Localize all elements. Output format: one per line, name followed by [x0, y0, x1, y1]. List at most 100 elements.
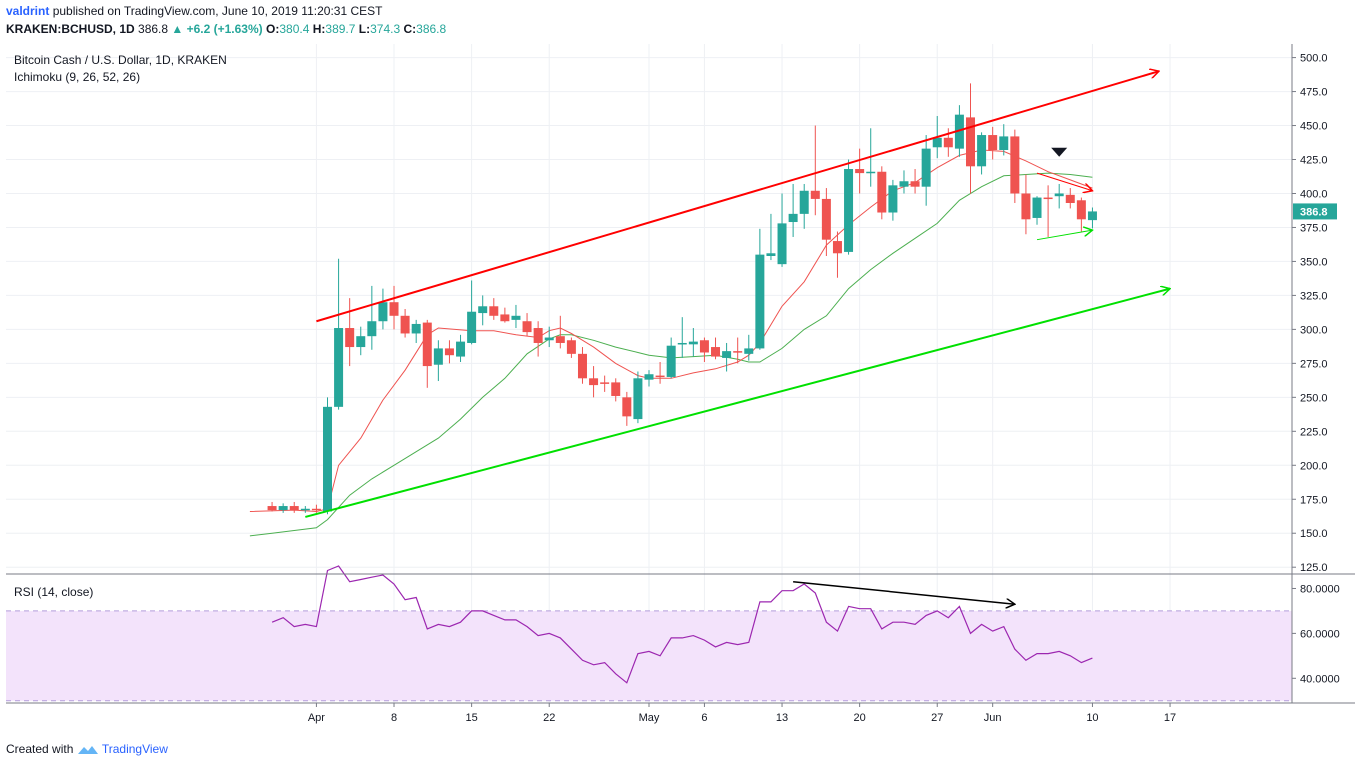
published-text: published on TradingView.com, June 10, 2…	[52, 4, 383, 18]
price-tick-label: 175.0	[1300, 494, 1328, 506]
candle-body	[566, 340, 576, 354]
author-link[interactable]: valdrint	[6, 4, 50, 18]
rsi-tick-label: 40.0000	[1300, 673, 1340, 685]
candle	[999, 124, 1009, 156]
candle-body	[899, 181, 909, 187]
candle-body	[367, 321, 377, 337]
candle-body	[855, 169, 865, 174]
candle-body	[533, 328, 543, 343]
price-tick-label: 275.0	[1300, 358, 1328, 370]
candle	[489, 298, 499, 320]
candle-body	[821, 198, 831, 240]
rsi-pane	[6, 565, 1292, 702]
candle-body	[733, 351, 743, 353]
chart-area[interactable]: 125.0 150.0 175.0 200.0 225.0 250.0 275.0 300.0…	[0, 40, 1355, 740]
candle-body	[300, 508, 310, 511]
candle	[467, 280, 477, 345]
candle-body	[777, 223, 787, 265]
candle-body	[699, 340, 709, 353]
candle-body	[988, 135, 998, 150]
open-label: O:	[266, 22, 280, 36]
time-tick-label: 20	[854, 712, 866, 724]
last-price-tag	[1293, 203, 1337, 220]
candle	[511, 304, 521, 329]
chart-title: Bitcoin Cash / U.S. Dollar, 1D, KRAKEN	[14, 53, 227, 67]
candle-body	[622, 397, 632, 417]
footer: Created with TradingView	[6, 742, 168, 756]
candle-body	[511, 315, 521, 320]
candle	[633, 371, 643, 424]
candle	[278, 503, 288, 513]
candle	[1065, 188, 1075, 209]
price-pane	[249, 71, 1170, 537]
candle	[810, 125, 820, 216]
symbol-label: KRAKEN:BCHUSD, 1D	[6, 22, 135, 36]
candle	[899, 170, 909, 194]
close-value: 386.8	[416, 22, 447, 36]
candle	[267, 501, 277, 512]
candle-body	[577, 353, 587, 379]
candle	[655, 362, 665, 384]
candle	[456, 334, 466, 362]
price-tick-label: 400.0	[1300, 188, 1328, 200]
candle-body	[500, 314, 510, 322]
time-tick-label: 8	[391, 712, 397, 724]
indicator-title: Ichimoku (9, 26, 52, 26)	[14, 70, 140, 84]
candle-body	[334, 328, 344, 407]
candle-body	[888, 185, 898, 213]
candle	[422, 319, 432, 388]
candle-body	[555, 336, 565, 343]
candle	[378, 288, 388, 330]
candle	[311, 504, 321, 513]
upper-trendline	[316, 71, 1159, 323]
candle-body	[877, 171, 887, 213]
candle-body	[1021, 193, 1031, 220]
last-price: 386.8	[138, 22, 169, 36]
candle-body	[1010, 136, 1020, 194]
candle	[711, 337, 721, 360]
price-tick-label: 475.0	[1300, 87, 1328, 99]
candle	[988, 126, 998, 160]
candle-body	[644, 374, 654, 380]
candle	[877, 166, 887, 220]
price-tick-label: 225.0	[1300, 426, 1328, 438]
candle-body	[311, 508, 321, 511]
candle-body	[356, 336, 366, 348]
candle-body	[1043, 197, 1053, 200]
candle	[522, 313, 532, 337]
low-value: 374.3	[370, 22, 401, 36]
high-value: 389.7	[325, 22, 356, 36]
candle-body	[478, 306, 488, 314]
candle-body	[866, 171, 876, 174]
price-tick-label: 150.0	[1300, 528, 1328, 540]
candle	[600, 375, 610, 392]
rsi-divergence-arrow	[793, 580, 1015, 604]
tradingview-brand[interactable]: TradingView	[101, 742, 168, 756]
candle	[1054, 183, 1064, 209]
candle-body	[289, 506, 299, 511]
time-tick-label: Apr	[308, 712, 325, 724]
candle-body	[522, 321, 532, 333]
price-tick-label: 250.0	[1300, 392, 1328, 404]
candle-body	[744, 348, 754, 354]
candle	[1087, 207, 1097, 229]
candle-body	[323, 406, 332, 512]
candle	[744, 334, 754, 361]
candle-body	[932, 137, 942, 148]
candle	[722, 342, 732, 372]
candle-body	[267, 506, 277, 511]
candle-body	[1076, 200, 1086, 220]
candle	[921, 135, 931, 206]
candle-body	[589, 378, 599, 386]
candle	[1010, 129, 1020, 203]
tradingview-logo-icon	[77, 745, 98, 754]
time-tick-label: Jun	[984, 712, 1002, 724]
candle	[666, 337, 676, 379]
rsi-tick-label: 80.0000	[1300, 583, 1340, 595]
price-tick-label: 325.0	[1300, 290, 1328, 302]
candle	[400, 309, 410, 338]
candle-body	[666, 345, 676, 377]
price-tick-label: 200.0	[1300, 460, 1328, 472]
time-tick-label: 27	[931, 712, 943, 724]
candle	[832, 231, 842, 278]
